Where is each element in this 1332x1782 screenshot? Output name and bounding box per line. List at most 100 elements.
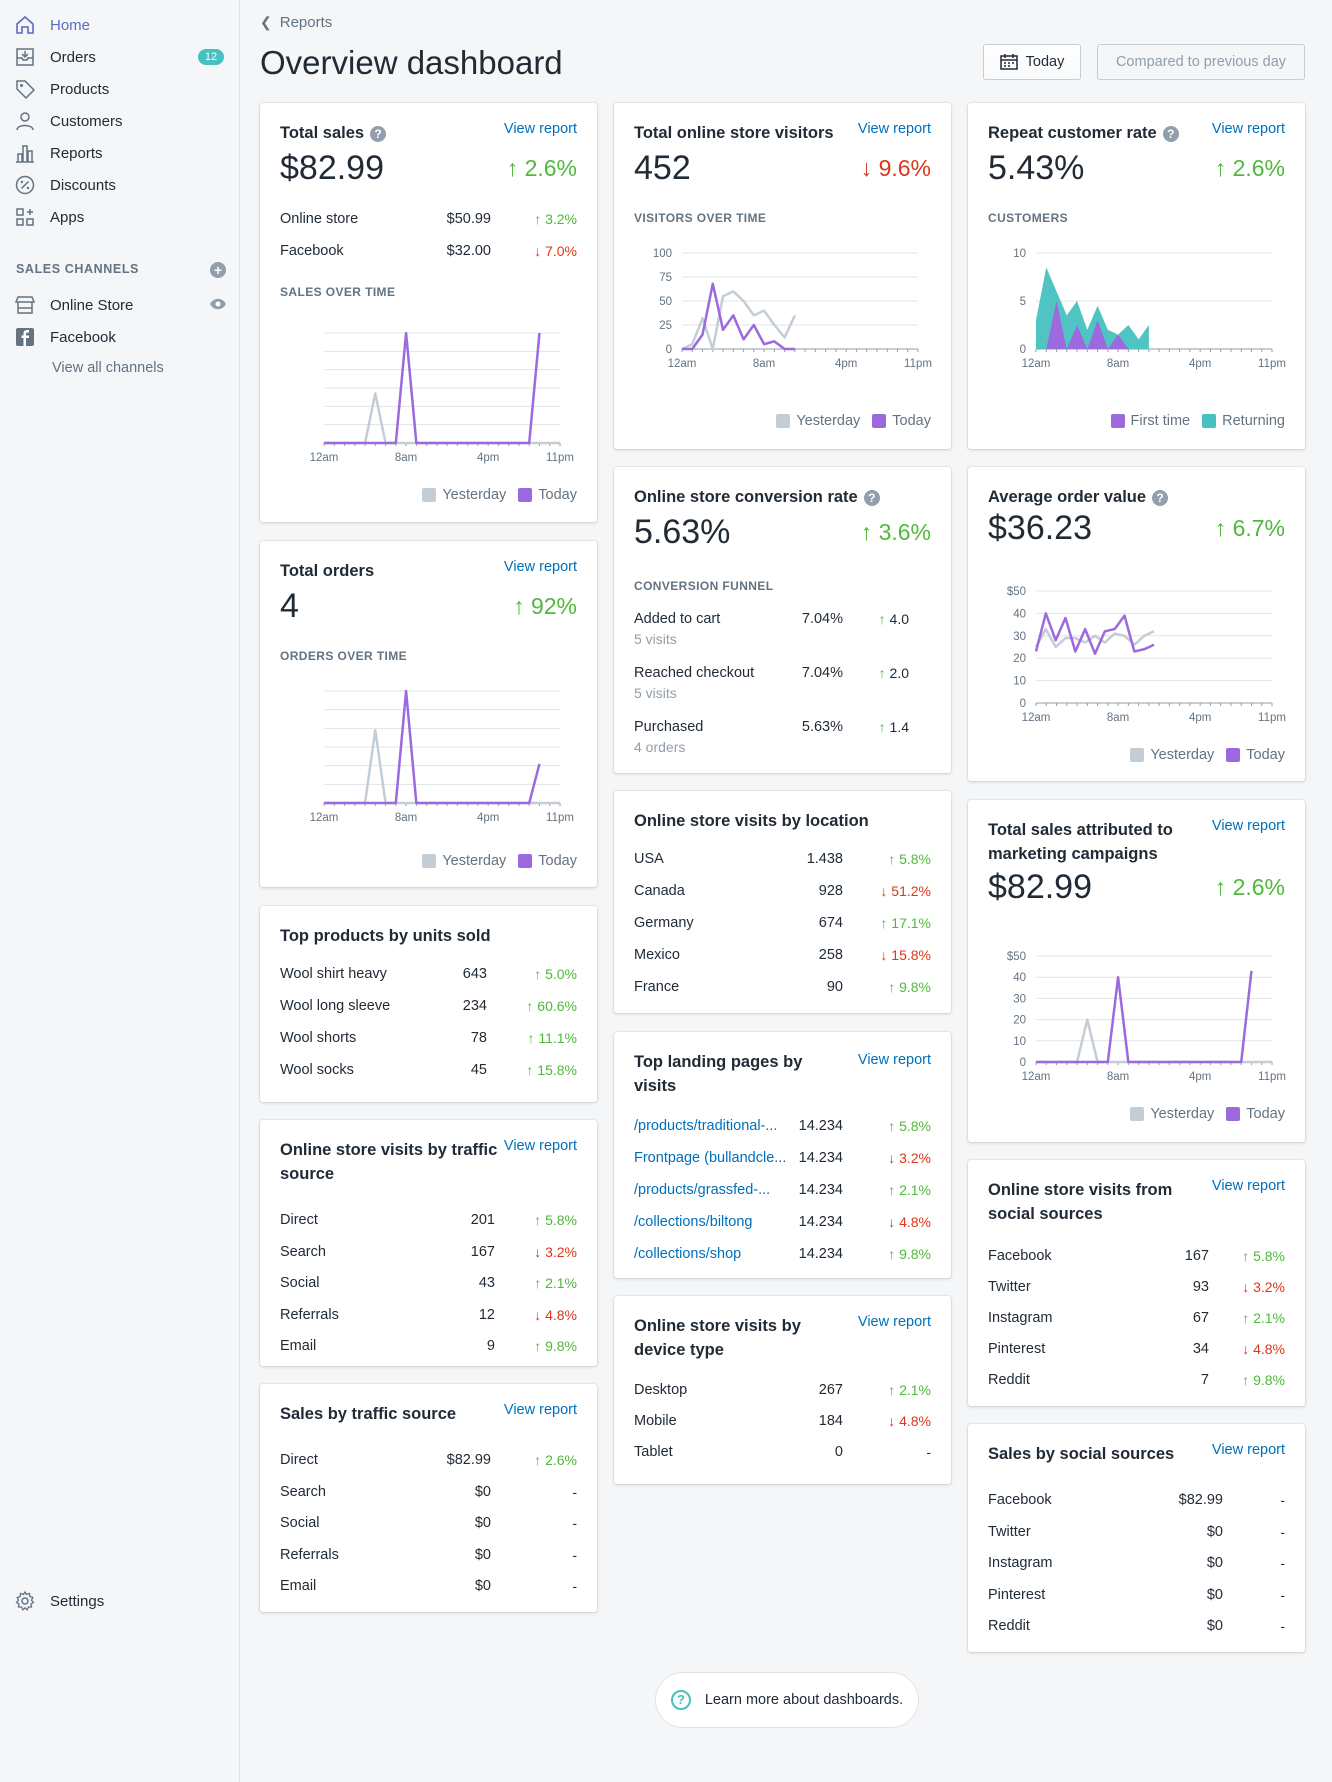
row-change: ↑ 2.1%	[534, 1275, 577, 1291]
row-change-text: 4.8%	[545, 1306, 577, 1323]
nav-home[interactable]: Home	[14, 12, 90, 38]
arrow-up-icon: ↑	[527, 1030, 539, 1046]
table-row: Email $0 -	[280, 1578, 577, 1600]
landing-page-link[interactable]: /collections/shop	[634, 1246, 742, 1262]
date-range-button[interactable]: Today	[983, 44, 1081, 80]
row-name: Wool shorts	[280, 1030, 357, 1046]
row-change-text: 11.1%	[538, 1030, 577, 1046]
row-change-text: 4.8%	[1253, 1341, 1285, 1357]
view-report-link[interactable]: View report	[857, 1052, 931, 1068]
nav-discounts[interactable]: Discounts	[14, 172, 116, 198]
view-report-link[interactable]: View report	[1211, 121, 1285, 137]
add-channel-icon[interactable]: +	[210, 262, 226, 278]
legend-today: Today	[1246, 1106, 1285, 1122]
arrow-up-icon: ↑	[534, 966, 546, 982]
view-report-link[interactable]: View report	[857, 121, 931, 137]
help-icon[interactable]: ?	[370, 125, 387, 142]
row-value: 1.438	[806, 851, 843, 867]
row-change: ↓ 15.8%	[880, 947, 931, 963]
legend-today: Today	[538, 853, 577, 869]
chart-legend: Yesterday Today	[1118, 1106, 1285, 1122]
nav-customers-label: Customers	[50, 112, 123, 130]
row-change-text: 5.8%	[899, 851, 931, 867]
row-change-text: 2.1%	[899, 1382, 931, 1398]
conversion-card: Online store conversion rate? 5.63% ↑ 3.…	[614, 467, 951, 773]
view-report-link[interactable]: View report	[1211, 1442, 1285, 1458]
area-series-first-time	[1036, 301, 1149, 349]
arrow-up-icon: ↑	[526, 1062, 538, 1078]
row-value: 93	[1192, 1279, 1209, 1295]
table-row: Pinterest $0 -	[988, 1587, 1285, 1609]
y-tick-label: 30	[1013, 631, 1026, 643]
row-change-text: -	[572, 1483, 577, 1500]
customers-chart: 10 5 0 12am 8am 4pm 11pm	[1013, 248, 1286, 370]
legend-swatch-today	[1226, 1107, 1241, 1121]
nav-customers[interactable]: Customers	[14, 108, 123, 134]
chart-legend: Yesterday Today	[764, 413, 931, 429]
breadcrumb[interactable]: ❮ Reports	[260, 14, 332, 31]
sales-traffic-title: Sales by traffic source	[280, 1405, 457, 1423]
row-change: ↑ 4.0	[878, 611, 909, 627]
row-change-text: 7.0%	[545, 243, 577, 259]
view-report-link[interactable]: View report	[1211, 818, 1285, 834]
help-icon[interactable]: ?	[1152, 489, 1169, 506]
visitors-chart: 100 75 50 25 0 12am 8am 4pm 11pm	[653, 248, 932, 370]
row-change-text: -	[1280, 1555, 1285, 1571]
channel-online-store[interactable]: Online Store	[14, 292, 133, 318]
help-icon[interactable]: ?	[1162, 125, 1179, 142]
y-tick-label: 40	[1013, 972, 1026, 984]
repeat-title-text: Repeat customer rate	[988, 124, 1157, 142]
table-row: Facebook $82.99 -	[988, 1492, 1285, 1514]
row-change-text: 9.8%	[899, 1246, 931, 1262]
top-products-card: Top products by units sold Wool shirt he…	[260, 906, 597, 1102]
learn-more-link[interactable]: ? Learn more about dashboards.	[655, 1672, 919, 1728]
view-report-link[interactable]: View report	[1211, 1178, 1285, 1194]
total-orders-change: ↑ 92%	[513, 593, 577, 619]
y-tick-label: 75	[659, 272, 672, 284]
nav-orders[interactable]: Orders	[14, 44, 96, 70]
view-all-channels-link[interactable]: View all channels	[52, 360, 164, 376]
row-value: $0	[1206, 1523, 1223, 1540]
x-tick-label: 12am	[1022, 1071, 1051, 1083]
total-orders-card: Total orders View report 4 ↑ 92% ORDERS …	[260, 541, 597, 887]
nav-products[interactable]: Products	[14, 76, 109, 102]
traffic-source-card: Online store visits by traffic source Vi…	[260, 1120, 597, 1366]
repeat-customer-card: Repeat customer rate? View report 5.43% …	[968, 103, 1305, 449]
top-products-title: Top products by units sold	[280, 927, 491, 945]
view-report-link[interactable]: View report	[503, 1138, 577, 1154]
landing-page-link[interactable]: Frontpage (bullandcle...	[634, 1150, 787, 1166]
row-change: -	[1280, 1555, 1285, 1571]
nav-settings[interactable]: Settings	[14, 1588, 104, 1614]
row-name: Instagram	[988, 1555, 1053, 1571]
x-tick-label: 12am	[310, 812, 339, 824]
total-sales-change: ↑ 2.6%	[506, 155, 577, 181]
help-icon[interactable]: ?	[863, 489, 880, 506]
view-report-link[interactable]: View report	[857, 1314, 931, 1330]
conversion-title-text: Online store conversion rate	[634, 488, 858, 506]
row-change: ↓ 4.8%	[888, 1214, 931, 1230]
row-change: ↑ 1.4	[878, 719, 909, 735]
nav-apps[interactable]: Apps	[14, 204, 84, 230]
row-change-text: 3.2%	[545, 211, 577, 227]
view-report-link[interactable]: View report	[503, 559, 577, 575]
device-title: Online store visits by device type	[634, 1317, 801, 1359]
nav-reports[interactable]: Reports	[14, 140, 103, 166]
row-value: 14.234	[798, 1214, 843, 1230]
eye-icon[interactable]	[210, 298, 226, 310]
compare-button[interactable]: Compared to previous day	[1097, 44, 1305, 80]
arrow-up-icon: ↑	[534, 1212, 546, 1228]
page-title: Overview dashboard	[260, 44, 563, 81]
landing-page-link[interactable]: /products/grassfed-...	[634, 1182, 771, 1198]
view-report-link[interactable]: View report	[503, 121, 577, 137]
landing-card: Top landing pages by visits View report …	[614, 1032, 951, 1278]
row-name: Referrals	[280, 1306, 339, 1323]
landing-page-link[interactable]: /products/traditional-...	[634, 1118, 778, 1134]
funnel-sub: 5 visits	[634, 631, 677, 647]
arrow-down-icon: ↓	[1242, 1279, 1254, 1295]
row-name: Desktop	[634, 1382, 688, 1398]
view-report-link[interactable]: View report	[503, 1402, 577, 1418]
legend-today: Today	[892, 413, 931, 429]
row-change: ↑ 3.2%	[534, 211, 577, 227]
channel-facebook[interactable]: Facebook	[14, 324, 116, 350]
landing-page-link[interactable]: /collections/biltong	[634, 1214, 753, 1230]
